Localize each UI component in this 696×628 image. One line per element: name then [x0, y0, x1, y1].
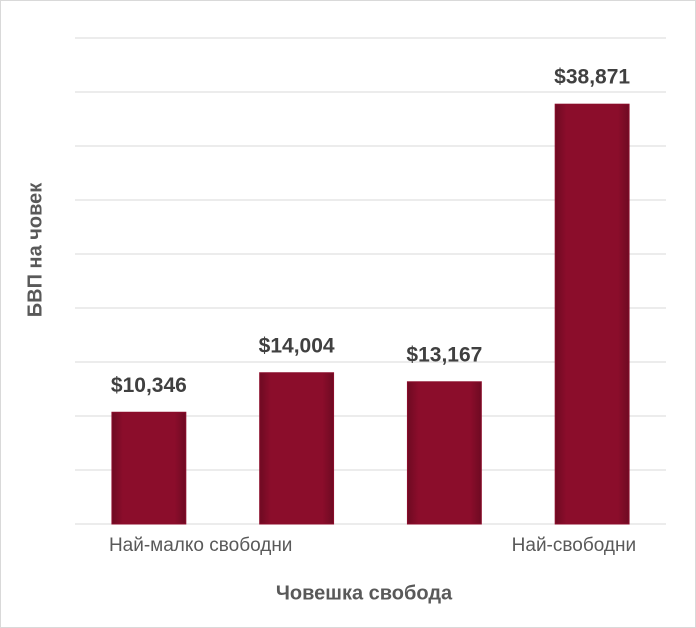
bar: [406, 381, 482, 525]
y-axis-title: БВП на човек: [24, 182, 46, 317]
value-label: $10,346: [111, 374, 187, 397]
value-label: $13,167: [406, 343, 482, 366]
bar: [111, 411, 187, 525]
bar: [554, 103, 630, 525]
value-label: $38,871: [554, 66, 630, 89]
bar: [259, 372, 335, 525]
value-label: $14,004: [259, 334, 335, 357]
x-tick-label: Най-малко свободни: [109, 535, 293, 556]
x-tick-label: Най-свободни: [512, 535, 636, 556]
x-axis-title: Човешка свобода: [276, 582, 453, 604]
